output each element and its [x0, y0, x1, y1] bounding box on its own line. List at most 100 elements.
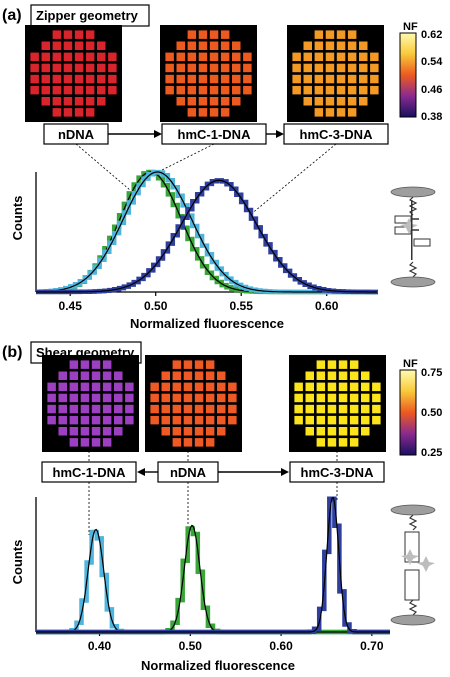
panel-b-colorbar: NF 0.75 0.50 0.25 [399, 358, 442, 459]
array-spot [183, 404, 193, 414]
array-spot [217, 371, 226, 380]
array-spot [183, 393, 193, 403]
array-spot [85, 30, 95, 39]
array-spot [63, 63, 73, 73]
array-spot [91, 438, 101, 447]
array-spot [69, 382, 79, 392]
array-spot [85, 63, 95, 73]
array-spot [41, 74, 50, 84]
array-spot [74, 74, 84, 84]
array-spot [172, 415, 182, 425]
array-spot [292, 63, 301, 73]
array-spot [69, 438, 79, 447]
array-spot [80, 438, 90, 447]
array-spot [52, 30, 62, 39]
array-spot [209, 97, 219, 106]
array-spot [349, 371, 359, 380]
array-spot [74, 97, 84, 106]
array-spot [228, 404, 237, 414]
panel-a-ylabel: Counts [10, 196, 25, 241]
array-spot [198, 108, 208, 117]
colorbar-tick-label: 0.75 [421, 367, 442, 379]
array-spot [327, 415, 337, 425]
array-spot [47, 382, 56, 392]
array-spot [187, 97, 197, 106]
array-spot [85, 41, 95, 50]
fit-curve-hmc-1-dna [36, 528, 390, 633]
array-spot [41, 85, 50, 95]
array-spot [97, 63, 106, 73]
array-spot [172, 360, 182, 369]
array-spot [209, 108, 219, 117]
array-spot [305, 393, 314, 403]
array-spot [108, 74, 117, 84]
array-spot [347, 63, 357, 73]
array-spot [370, 63, 379, 73]
array-spot [176, 85, 185, 95]
array-spot [361, 415, 370, 425]
array-spot [69, 415, 79, 425]
array-spot [217, 404, 226, 414]
array-spot [372, 415, 381, 425]
array-spot [305, 404, 314, 414]
array-spot [232, 52, 241, 62]
array-spot [372, 393, 381, 403]
array-spot [85, 52, 95, 62]
array-spot [74, 52, 84, 62]
flow-label-ndna: nDNA [170, 465, 207, 480]
array-spot [198, 63, 208, 73]
array-spot [41, 41, 50, 50]
array-spot [316, 438, 326, 447]
array-spot [327, 404, 337, 414]
array-spot [294, 393, 303, 403]
array-spot [303, 97, 312, 106]
array-spot [41, 63, 50, 73]
array-spot [91, 371, 101, 380]
array-spot [303, 85, 312, 95]
flow-label-hmc3: hmC-3-DNA [301, 465, 375, 480]
array-spot [316, 371, 326, 380]
flow-arrowhead [154, 130, 162, 138]
array-spot [172, 371, 182, 380]
x-tick-label: 0.60 [315, 299, 339, 313]
array-spot [316, 404, 326, 414]
array-background [160, 25, 257, 122]
array-spot [52, 97, 62, 106]
array-spot [338, 438, 348, 447]
array-spot [150, 382, 159, 392]
panel-b-xlabel: Normalized fluorescence [141, 658, 295, 673]
array-spot [372, 404, 381, 414]
array-spot [198, 52, 208, 62]
array-spot [305, 427, 314, 436]
colorbar-tick-label: 0.46 [421, 84, 442, 96]
array-spot [187, 85, 197, 95]
array-spot [217, 393, 226, 403]
array-spot [80, 415, 90, 425]
flow-arrowhead [281, 468, 289, 476]
array-spot [347, 52, 357, 62]
array-spot [370, 74, 379, 84]
array-spot [58, 371, 67, 380]
flow-label-hmc1: hmC-1-DNA [178, 127, 252, 142]
array-spot [198, 30, 208, 39]
panel-a-colorbar: NF 0.62 0.54 0.46 0.38 [399, 21, 443, 123]
array-spot [209, 52, 219, 62]
array-spot [176, 41, 185, 50]
array-spot [198, 41, 208, 50]
array-spot [316, 360, 326, 369]
array-spot [205, 393, 215, 403]
panel-b-chart: Counts 0.40 0.50 0.60 0.70 Normalized fluor… [10, 496, 390, 673]
array-spot [198, 85, 208, 95]
array-spot [102, 415, 112, 425]
array-spot [361, 427, 370, 436]
array-image-ndna [145, 355, 242, 452]
array-spot [338, 393, 348, 403]
array-spot [63, 30, 73, 39]
array-spot [303, 63, 312, 73]
array-spot [183, 382, 193, 392]
array-image-hmc-1-dna [160, 25, 257, 122]
panel-a-label: (a) [2, 7, 22, 24]
array-spot [150, 404, 159, 414]
array-spot [114, 415, 123, 425]
